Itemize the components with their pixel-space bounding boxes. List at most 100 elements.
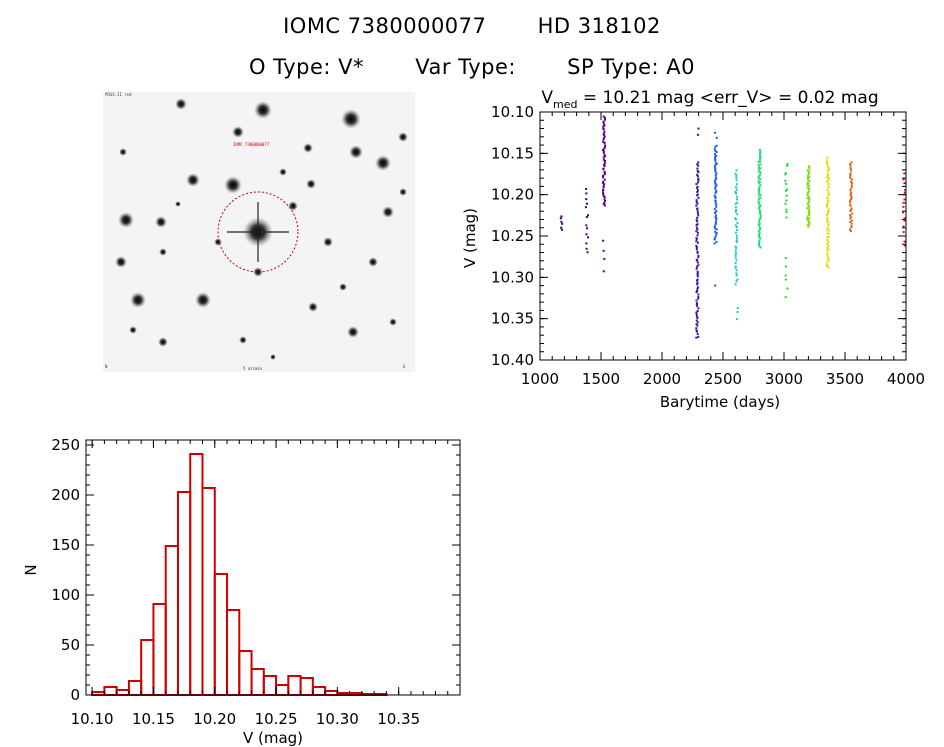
data-point bbox=[758, 239, 761, 242]
data-point bbox=[602, 249, 605, 252]
data-point bbox=[757, 233, 760, 236]
data-point bbox=[603, 204, 606, 207]
data-point bbox=[808, 212, 811, 215]
star bbox=[375, 155, 391, 171]
star bbox=[382, 206, 394, 218]
star bbox=[398, 132, 408, 142]
data-point bbox=[850, 191, 853, 194]
data-point bbox=[758, 235, 761, 238]
data-point bbox=[759, 178, 762, 181]
data-point bbox=[758, 182, 761, 185]
data-point bbox=[602, 122, 605, 125]
data-point bbox=[715, 184, 718, 187]
data-point bbox=[851, 181, 854, 184]
data-point bbox=[696, 167, 699, 170]
hist-y-tick-label: 250 bbox=[51, 436, 80, 454]
data-point bbox=[602, 128, 605, 131]
data-point bbox=[714, 159, 717, 162]
data-point bbox=[759, 151, 762, 154]
data-point bbox=[758, 221, 761, 224]
data-point bbox=[603, 202, 606, 205]
hist-x-tick-label: 10.10 bbox=[71, 710, 114, 728]
data-point bbox=[849, 230, 852, 233]
data-point bbox=[715, 144, 718, 147]
data-point bbox=[850, 196, 853, 199]
data-point bbox=[807, 195, 810, 198]
histogram-bar bbox=[103, 686, 118, 696]
data-point bbox=[734, 254, 737, 257]
data-point bbox=[734, 251, 737, 254]
data-point bbox=[735, 237, 738, 240]
star bbox=[303, 143, 313, 153]
data-point bbox=[695, 248, 698, 251]
data-point bbox=[714, 157, 717, 160]
histogram-bar bbox=[91, 691, 106, 696]
data-point bbox=[827, 256, 830, 259]
data-point bbox=[784, 172, 787, 175]
data-point bbox=[697, 254, 700, 257]
data-point bbox=[602, 174, 605, 177]
data-point bbox=[826, 217, 829, 220]
data-point bbox=[714, 284, 717, 287]
data-point bbox=[759, 158, 762, 161]
y-tick-label: 10.20 bbox=[491, 186, 534, 204]
data-point bbox=[695, 336, 698, 339]
y-tick-label: 10.35 bbox=[491, 310, 534, 328]
data-point bbox=[757, 175, 760, 178]
data-point bbox=[826, 156, 829, 159]
data-point bbox=[825, 176, 828, 179]
data-point bbox=[826, 189, 829, 192]
data-point bbox=[586, 227, 589, 230]
data-point bbox=[784, 296, 787, 299]
data-point bbox=[696, 289, 699, 292]
data-point bbox=[758, 185, 761, 188]
data-point bbox=[696, 324, 699, 327]
x-tick-label: 1000 bbox=[521, 370, 559, 388]
data-point bbox=[849, 193, 852, 196]
histogram-bar bbox=[336, 692, 351, 696]
data-point bbox=[759, 171, 762, 174]
data-point bbox=[849, 176, 852, 179]
data-point bbox=[734, 265, 737, 268]
data-point bbox=[849, 199, 852, 202]
data-point bbox=[735, 218, 738, 221]
data-point bbox=[849, 228, 852, 231]
data-point bbox=[713, 207, 716, 210]
star bbox=[224, 176, 242, 194]
data-point bbox=[807, 188, 810, 191]
data-point bbox=[695, 246, 698, 249]
data-point bbox=[603, 164, 606, 167]
histogram-bar bbox=[127, 680, 143, 696]
data-point bbox=[603, 135, 606, 138]
data-point bbox=[696, 185, 699, 188]
data-point bbox=[603, 257, 606, 260]
star bbox=[129, 326, 137, 334]
data-point bbox=[735, 179, 738, 182]
data-point bbox=[827, 191, 830, 194]
star bbox=[232, 126, 244, 138]
data-point bbox=[715, 228, 718, 231]
data-point bbox=[713, 242, 716, 245]
data-point bbox=[757, 170, 760, 173]
data-point bbox=[826, 210, 829, 213]
data-point bbox=[826, 254, 829, 257]
data-point bbox=[736, 213, 739, 216]
data-point bbox=[758, 174, 761, 177]
data-point bbox=[695, 303, 698, 306]
data-point bbox=[759, 149, 762, 152]
star bbox=[175, 98, 187, 110]
star bbox=[239, 336, 247, 344]
data-point bbox=[697, 264, 700, 267]
data-point bbox=[736, 198, 739, 201]
data-point bbox=[759, 237, 762, 240]
data-point bbox=[786, 188, 789, 191]
data-point bbox=[735, 226, 738, 229]
data-point bbox=[714, 169, 717, 172]
star bbox=[349, 145, 363, 159]
data-point bbox=[826, 228, 829, 231]
data-point bbox=[785, 199, 788, 202]
data-point bbox=[826, 202, 829, 205]
data-point bbox=[603, 170, 606, 173]
data-point bbox=[735, 192, 738, 195]
star bbox=[308, 302, 318, 312]
